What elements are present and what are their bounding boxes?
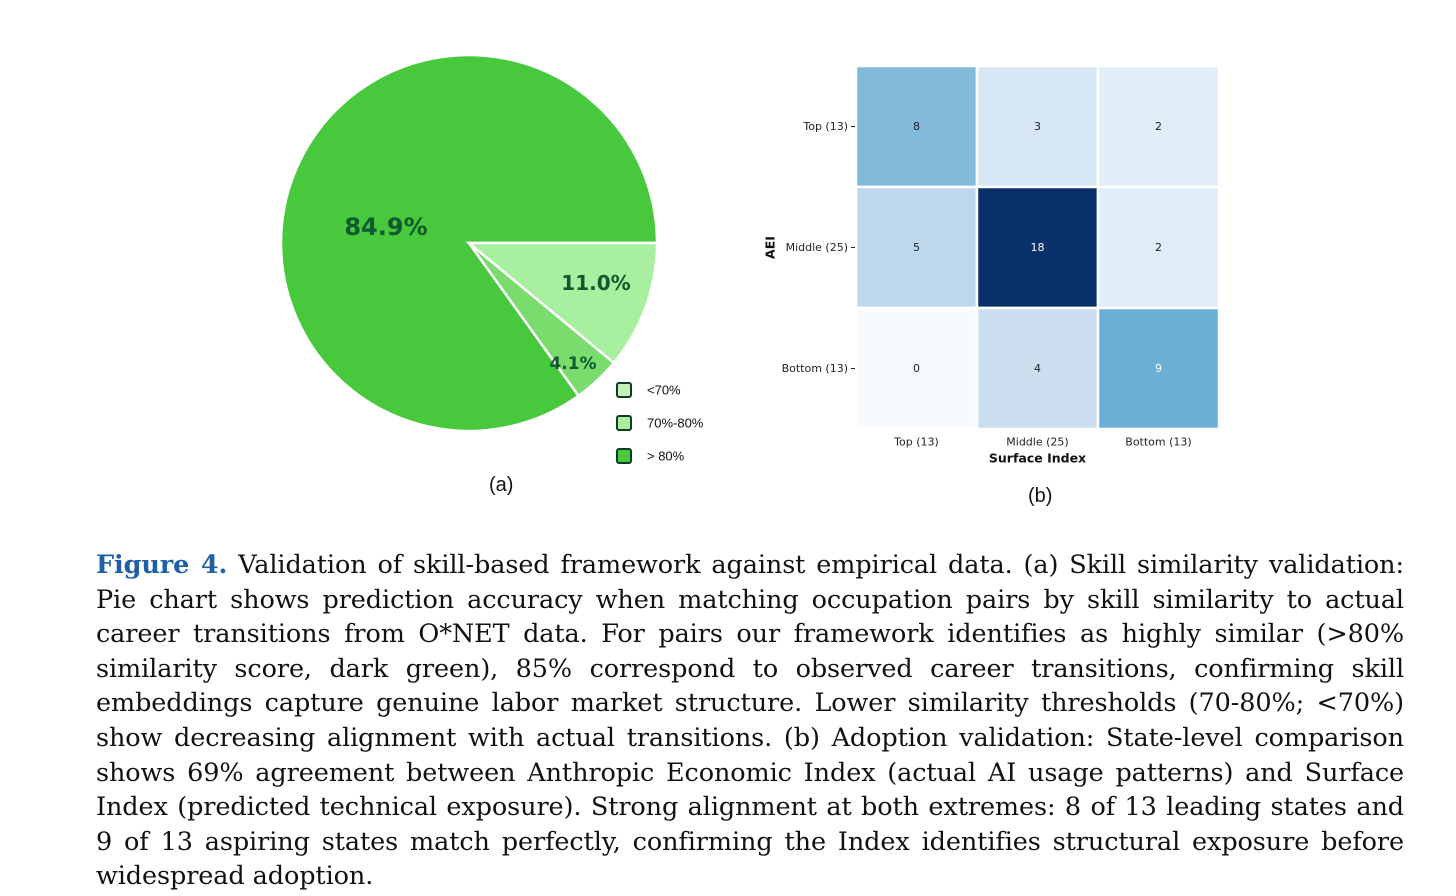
pie-chart: 84.9% 4.1% 11.0% <70% 70%-80% > 80% (279, 53, 704, 464)
heatmap-cell-value: 3 (1034, 120, 1041, 133)
y-tick-label: Top (13) (802, 120, 848, 133)
figure-label: Figure 4. (96, 550, 228, 580)
panel-b-label: (b) (1028, 485, 1053, 507)
heatmap-cell-value: 0 (913, 362, 920, 375)
heatmap-cell (1096, 306, 1221, 431)
heatmap-cell (1096, 64, 1221, 189)
heatmap-cell (854, 306, 979, 431)
x-tick-label: Bottom (13) (1125, 436, 1191, 449)
heatmap-cell-value: 4 (1034, 362, 1041, 375)
heatmap-cell-value: 18 (1031, 241, 1045, 254)
y-tick-label: Middle (25) (786, 241, 848, 254)
heatmap-cell-value: 2 (1155, 241, 1162, 254)
heatmap-cell-value: 5 (913, 241, 920, 254)
legend-swatch (616, 448, 632, 464)
y-axis-title: AEI (763, 236, 778, 259)
y-tick-label: Bottom (13) (782, 362, 848, 375)
pie-slice-label: 11.0% (561, 271, 630, 295)
heatmap-cell (1096, 185, 1221, 310)
panel-a-label: (a) (489, 474, 514, 496)
figure-caption: Figure 4. Validation of skill-based fram… (96, 548, 1404, 894)
x-axis-title: Surface Index (989, 451, 1086, 466)
heatmap-cell-value: 8 (913, 120, 920, 133)
heatmap-cell (854, 185, 979, 310)
heatmap-cell (975, 306, 1100, 431)
x-tick-label: Middle (25) (1006, 436, 1068, 449)
pie-slice-label: 84.9% (344, 213, 427, 241)
pie-slice-3 (465, 241, 659, 365)
legend-label: 70%-80% (647, 416, 704, 431)
caption-text: Validation of skill-based framework agai… (96, 550, 1405, 892)
legend-label: > 80% (647, 449, 685, 464)
heatmap-cell (975, 64, 1100, 189)
legend-swatch (616, 382, 632, 398)
heatmap-cell (854, 64, 979, 189)
heatmap-cell (975, 185, 1100, 310)
pie-slice-label: 4.1% (549, 354, 596, 374)
x-tick-label: Top (13) (893, 436, 939, 449)
heatmap-cell-value: 9 (1155, 362, 1162, 375)
heatmap-cell-value: 2 (1155, 120, 1162, 133)
legend-label: <70% (647, 383, 681, 398)
legend-swatch (616, 415, 632, 431)
